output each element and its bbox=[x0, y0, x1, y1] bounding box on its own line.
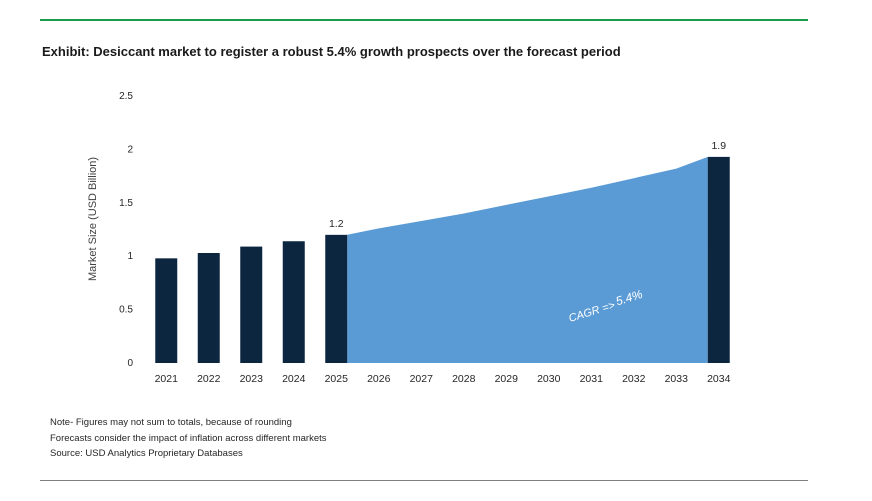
y-axis-title: Market Size (USD Billion) bbox=[87, 157, 99, 281]
bar-2022 bbox=[197, 252, 220, 363]
x-tick-label: 2024 bbox=[282, 373, 306, 385]
y-tick-label: 2 bbox=[127, 144, 133, 155]
x-tick-label: 2034 bbox=[707, 373, 731, 385]
x-tick-label: 2027 bbox=[410, 373, 434, 385]
forecast-area bbox=[347, 156, 708, 363]
y-tick-label: 0.5 bbox=[119, 305, 133, 316]
x-tick-label: 2021 bbox=[155, 373, 179, 385]
x-tick-label: 2030 bbox=[537, 373, 561, 385]
note-inflation: Forecasts consider the impact of inflati… bbox=[50, 432, 327, 444]
note-rounding: Note- Figures may not sum to totals, bec… bbox=[50, 417, 292, 428]
y-tick-label: 1.5 bbox=[119, 198, 133, 209]
bar-2034 bbox=[707, 156, 730, 363]
bar-labels: 1.2 1.9 bbox=[329, 140, 726, 230]
x-tick-label: 2028 bbox=[452, 373, 476, 385]
bar-2021 bbox=[155, 258, 178, 363]
x-axis: 2021 2022 2023 2024 2025 2026 2027 2028 2029 2030… bbox=[155, 373, 731, 385]
bar-2024 bbox=[282, 241, 305, 363]
x-tick-label: 2031 bbox=[580, 373, 604, 385]
y-axis: 0 0.5 1 1.5 2 2.5 bbox=[119, 91, 133, 369]
x-tick-label: 2032 bbox=[622, 373, 646, 385]
top-rule bbox=[40, 19, 808, 21]
bottom-rule bbox=[40, 480, 808, 481]
x-tick-label: 2029 bbox=[495, 373, 519, 385]
y-tick-label: 1 bbox=[127, 251, 133, 262]
bars bbox=[155, 156, 730, 363]
bar-label-2034: 1.9 bbox=[711, 140, 726, 152]
x-tick-label: 2025 bbox=[325, 373, 349, 385]
note-source: Source: USD Analytics Proprietary Databa… bbox=[50, 448, 243, 459]
x-tick-label: 2022 bbox=[197, 373, 221, 385]
x-tick-label: 2033 bbox=[665, 373, 689, 385]
notes: Note- Figures may not sum to totals, bec… bbox=[50, 415, 327, 462]
chart-title: Exhibit: Desiccant market to register a … bbox=[42, 44, 621, 59]
bar-label-2025: 1.2 bbox=[329, 218, 344, 230]
bar-2023 bbox=[240, 246, 263, 363]
x-tick-label: 2026 bbox=[367, 373, 391, 385]
bar-2025 bbox=[325, 234, 348, 363]
y-tick-label: 0 bbox=[127, 358, 133, 369]
y-tick-label: 2.5 bbox=[119, 91, 133, 102]
x-tick-label: 2023 bbox=[240, 373, 264, 385]
